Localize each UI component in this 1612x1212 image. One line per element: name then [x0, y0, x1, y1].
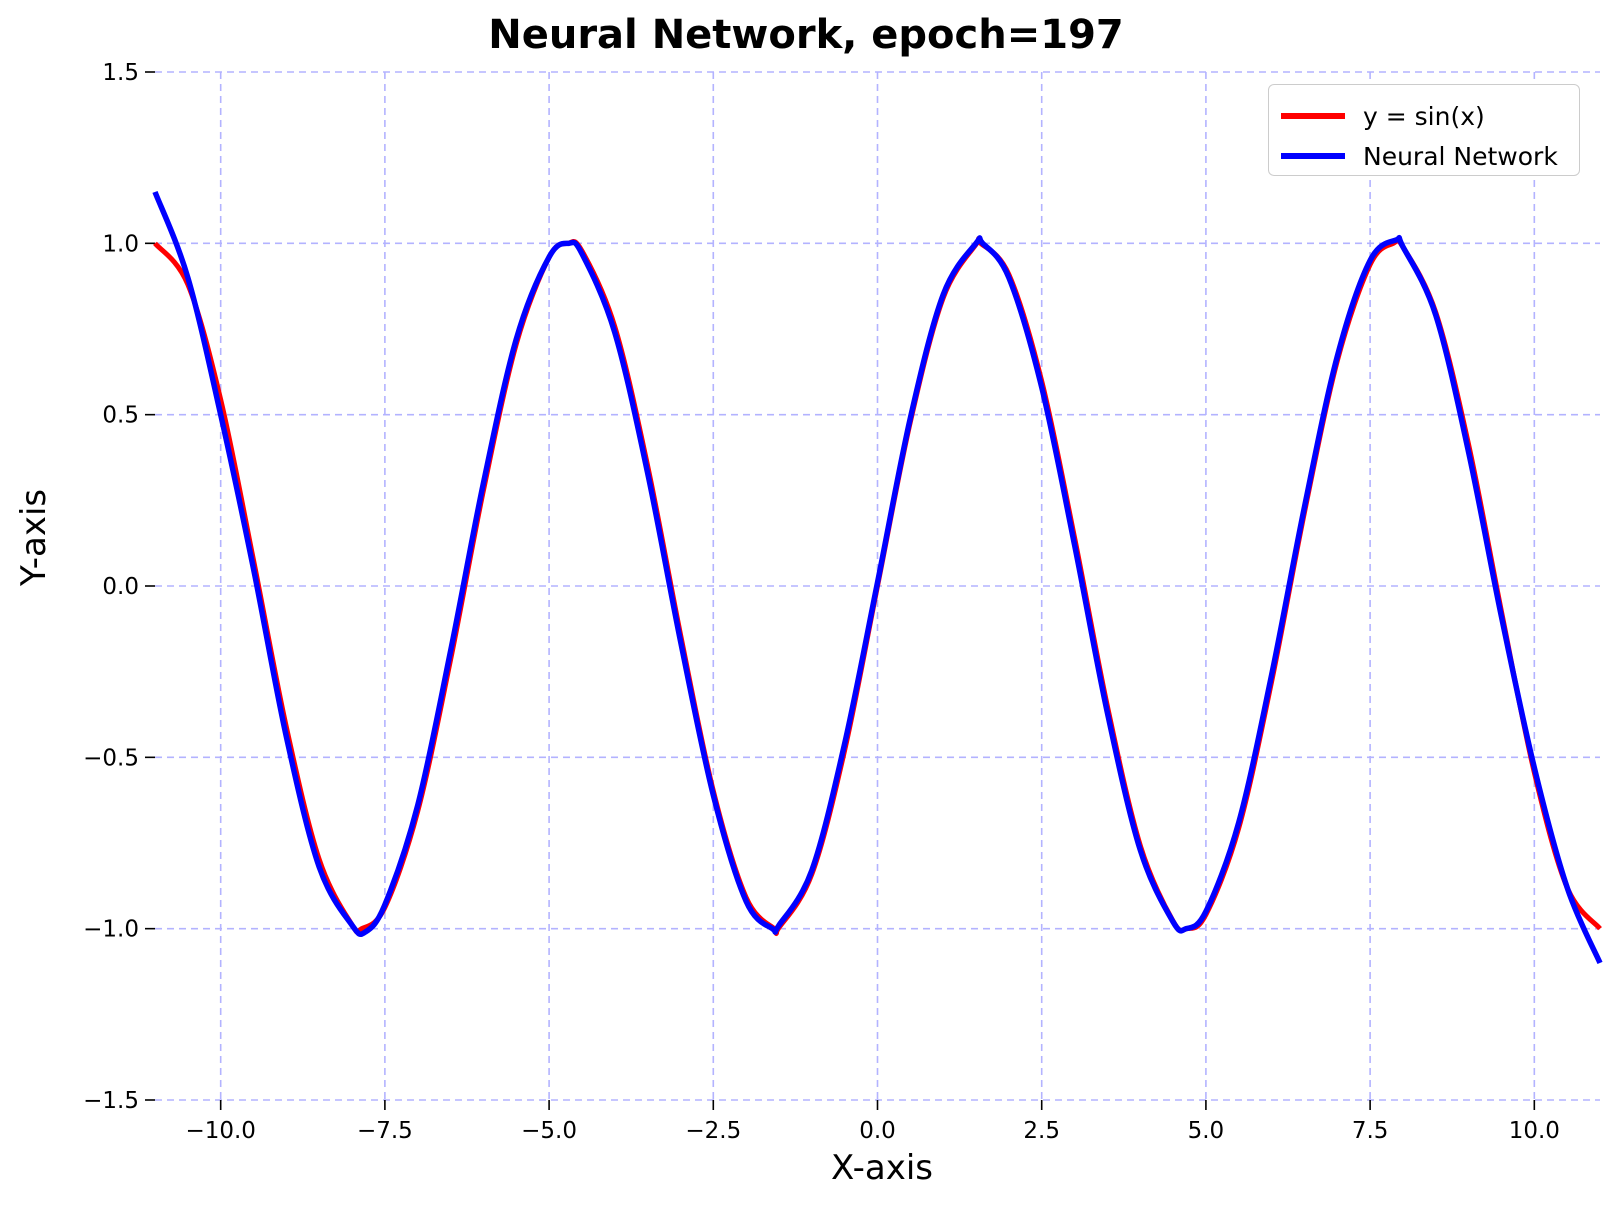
y-tick-label: 0.5	[102, 403, 139, 429]
x-axis-label: X-axis	[831, 1148, 933, 1188]
y-tick-label: 1.5	[102, 60, 139, 86]
y-tick-label: −0.5	[83, 745, 139, 771]
legend-label: Neural Network	[1363, 141, 1558, 171]
x-tick-label: −2.5	[685, 1118, 741, 1144]
x-tick-label: 7.5	[1352, 1118, 1389, 1144]
x-tick-label: 2.5	[1023, 1118, 1060, 1144]
y-tick-label: −1.0	[83, 917, 139, 943]
legend-label: y = sin(x)	[1363, 101, 1485, 131]
legend-item-sin: y = sin(x)	[1281, 101, 1485, 131]
legend: y = sin(x) Neural Network	[1268, 84, 1580, 176]
legend-swatch-blue	[1281, 153, 1345, 159]
grid-lines	[155, 71, 1600, 1101]
x-tick-label: 0.0	[859, 1118, 896, 1144]
y-tick-label: −1.5	[83, 1088, 139, 1114]
x-tick-label: −7.5	[357, 1118, 413, 1144]
chart-title: Neural Network, epoch=197	[488, 12, 1124, 58]
series-line-neural-network	[152, 190, 1603, 965]
x-tick-label: 5.0	[1188, 1118, 1225, 1144]
series-lines	[152, 190, 1603, 965]
axis-ticks: −1.5 −1.0 −0.5 0.0 0.5 1.0 1.5 −10.0 −7.5 −5.0 −2.…	[83, 60, 1560, 1144]
legend-item-neural-network: Neural Network	[1281, 141, 1558, 171]
legend-swatch-red	[1281, 113, 1345, 119]
y-tick-label: 0.0	[102, 574, 139, 600]
x-tick-label: −10.0	[185, 1118, 255, 1144]
x-tick-label: −5.0	[521, 1118, 577, 1144]
y-axis-label: Y-axis	[14, 488, 54, 586]
x-tick-label: 10.0	[1509, 1118, 1560, 1144]
y-tick-label: 1.0	[102, 231, 139, 257]
